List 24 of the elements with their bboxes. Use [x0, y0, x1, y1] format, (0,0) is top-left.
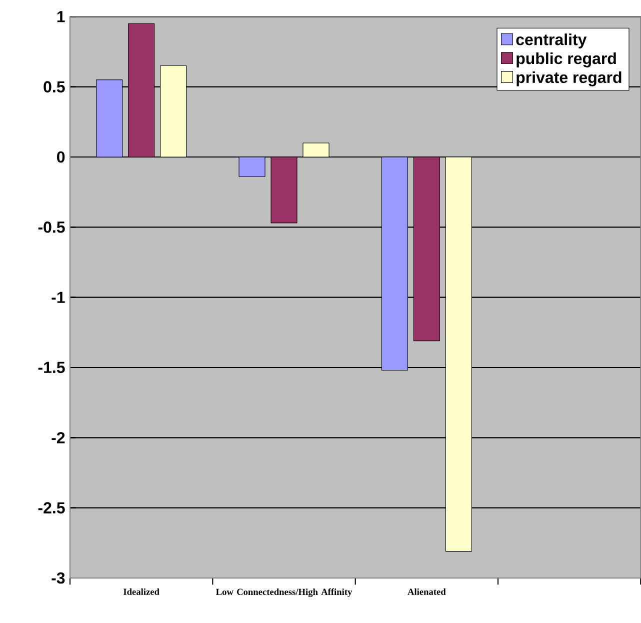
bar: [302, 142, 330, 158]
bar: [270, 156, 298, 224]
y-tick-label: -1.5: [38, 362, 65, 374]
bar: [128, 23, 155, 158]
y-tick-label: -2: [52, 432, 65, 444]
bar: [381, 156, 408, 371]
legend-label: private regard: [516, 71, 622, 86]
legend-label: public regard: [516, 52, 616, 68]
bar: [445, 156, 472, 552]
y-tick-label: 0: [57, 151, 65, 163]
bar: [160, 66, 187, 158]
x-tick-label: Idealized: [124, 588, 160, 595]
legend-label: centrality: [516, 34, 587, 48]
bar: [238, 156, 266, 177]
y-tick-label: 0.5: [44, 81, 65, 92]
y-tick-label: -1: [52, 292, 65, 303]
bar: [96, 80, 123, 158]
y-tick-label: -2.5: [38, 502, 65, 514]
x-tick-label: Low Connectedness/High Affinity: [216, 588, 352, 598]
y-tick-label: -3: [52, 572, 65, 584]
y-tick-label: 1: [57, 11, 65, 22]
x-tick-label: Alienated: [408, 588, 446, 595]
bar: [413, 156, 440, 342]
y-tick-label: -0.5: [38, 222, 65, 233]
